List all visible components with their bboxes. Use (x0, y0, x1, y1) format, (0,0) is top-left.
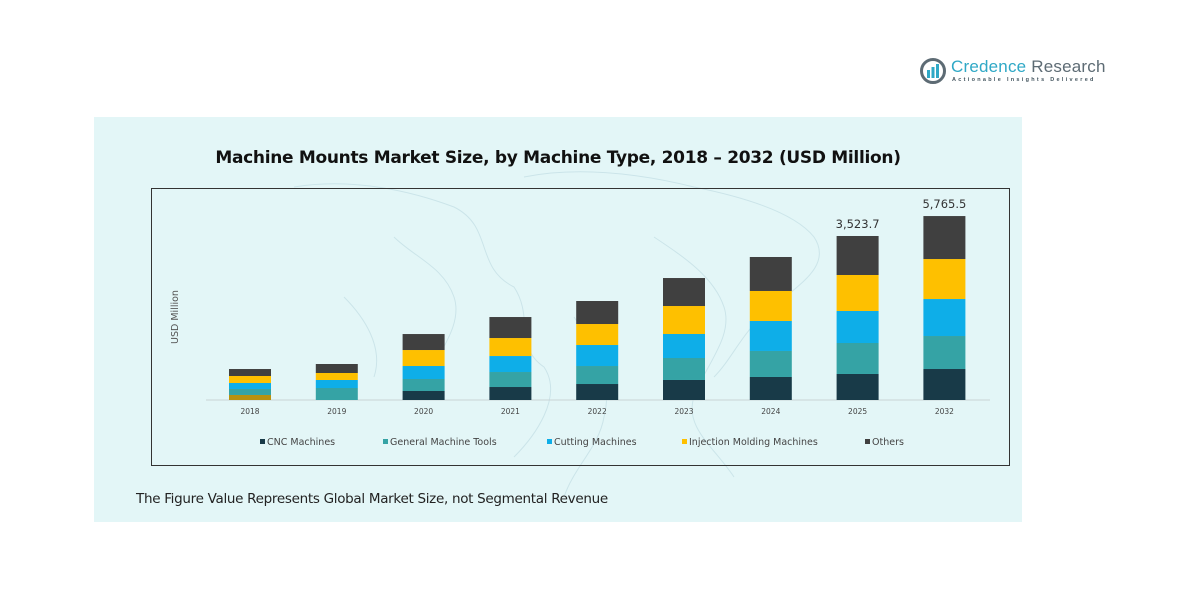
bar-segment-2022-general-machine-tools (576, 366, 619, 385)
footnote: The Figure Value Represents Global Marke… (136, 491, 608, 507)
bar-segment-2019-injection-molding-machines (315, 373, 358, 380)
bar-segment-2024-cutting-machines (749, 320, 792, 351)
bar-segment-2032-cnc-machines (923, 369, 966, 400)
bar-segment-2022-cnc-machines (576, 384, 619, 400)
bar-segment-2023-cnc-machines (663, 379, 705, 400)
legend-label: CNC Machines (267, 437, 335, 448)
bar-segment-2019-general-machine-tools (315, 388, 358, 400)
data-label-2025: 3,523.7 (836, 217, 880, 231)
bar-segment-2019-others (315, 364, 358, 374)
x-tick-label: 2020 (414, 407, 433, 416)
legend-swatch (682, 439, 687, 444)
bar-segment-2019-cutting-machines (315, 379, 358, 389)
bar-segment-2022-injection-molding-machines (576, 324, 619, 346)
chart-panel: Machine Mounts Market Size, by Machine T… (94, 117, 1022, 522)
legend-item-general-machine-tools: General Machine Tools (383, 437, 497, 448)
bar-segment-2025-general-machine-tools (836, 343, 879, 374)
stacked-bar-chart: USD Million 2018 2019 2020 2021 2022 2023 2024… (170, 197, 990, 448)
brand-name-part2: Research (1031, 57, 1106, 76)
brand-name-part1: Credence (951, 57, 1027, 76)
bar-segment-2023-injection-molding-machines (663, 306, 705, 335)
bar-segment-2018-others (229, 369, 271, 377)
bar-segment-2018-general-machine-tools (229, 388, 271, 395)
logo-mark-icon (920, 58, 946, 84)
bar-segment-2022-others (576, 301, 619, 325)
bar-segment-2020-cutting-machines (402, 366, 445, 380)
bar-segment-2024-others (749, 256, 792, 291)
bar-segment-2021-others (489, 317, 532, 339)
legend-item-cnc-machines: CNC Machines (260, 437, 335, 448)
bar-segment-2025-cutting-machines (836, 310, 879, 344)
bar-segment-2032-injection-molding-machines (923, 259, 966, 300)
bar-segment-2024-cnc-machines (749, 376, 792, 400)
x-tick-label: 2025 (848, 407, 867, 416)
legend-label: General Machine Tools (390, 437, 497, 448)
legend-label: Cutting Machines (554, 437, 637, 448)
bar-segment-2023-cutting-machines (663, 334, 705, 359)
bar-segment-2032-others (923, 216, 966, 260)
bar-segment-2025-injection-molding-machines (836, 274, 879, 311)
bar-segment-2021-injection-molding-machines (489, 338, 532, 357)
legend-swatch (383, 439, 388, 444)
bar-segment-2021-cutting-machines (489, 356, 532, 373)
legend-swatch (865, 439, 870, 444)
bar-segment-2020-others (402, 334, 445, 351)
bar-segment-2020-general-machine-tools (402, 379, 445, 392)
x-tick-label: 2032 (935, 407, 954, 416)
bar-segment-2021-cnc-machines (489, 387, 532, 400)
chart-frame (151, 188, 1010, 466)
legend-item-injection-molding-machines: Injection Molding Machines (682, 437, 818, 448)
chart-title: Machine Mounts Market Size, by Machine T… (215, 148, 901, 168)
x-tick-label: 2024 (761, 407, 780, 416)
bar-segment-2020-injection-molding-machines (402, 350, 445, 367)
x-tick-label: 2018 (240, 407, 259, 416)
bar-segment-2018-cutting-machines (229, 382, 271, 389)
brand-tagline: Actionable Insights Delivered (952, 77, 1096, 83)
bar-segment-2024-injection-molding-machines (749, 290, 792, 321)
bar-segment-2018-injection-molding-machines (229, 376, 271, 383)
bar-segment-2023-others (663, 278, 705, 307)
bar-segment-2018-cnc-machines (229, 394, 271, 400)
legend-item-cutting-machines: Cutting Machines (547, 437, 637, 448)
bar-segment-2032-general-machine-tools (923, 336, 966, 370)
bar-segment-2020-cnc-machines (402, 391, 445, 400)
bar-segment-2032-cutting-machines (923, 299, 966, 337)
x-tick-label: 2019 (327, 407, 346, 416)
legend-label: Injection Molding Machines (689, 437, 818, 448)
brand-logo: Credence Research Actionable Insights De… (920, 57, 1110, 89)
legend-swatch (547, 439, 552, 444)
legend-label: Others (872, 437, 904, 448)
x-tick-label: 2022 (588, 407, 607, 416)
legend-item-others: Others (865, 437, 904, 448)
bar-segment-2025-others (836, 235, 879, 275)
bar-segment-2022-cutting-machines (576, 345, 619, 367)
x-tick-label: 2021 (501, 407, 520, 416)
bar-segment-2025-cnc-machines (836, 373, 879, 400)
x-tick-label: 2023 (674, 407, 693, 416)
bar-segment-2023-general-machine-tools (663, 358, 705, 380)
y-axis-label: USD Million (170, 290, 181, 344)
data-label-2032: 5,765.5 (922, 197, 966, 211)
bar-segment-2021-general-machine-tools (489, 372, 532, 388)
bar-segment-2024-general-machine-tools (749, 350, 792, 377)
legend-swatch (260, 439, 265, 444)
brand-name: Credence Research (951, 57, 1106, 77)
